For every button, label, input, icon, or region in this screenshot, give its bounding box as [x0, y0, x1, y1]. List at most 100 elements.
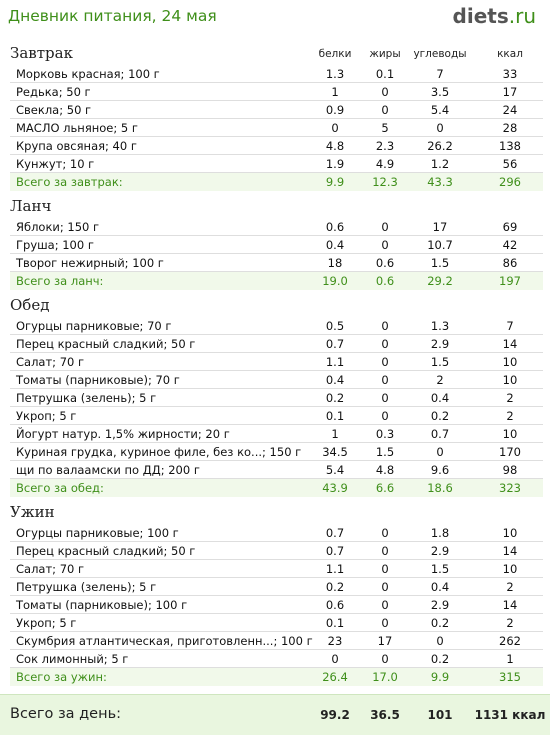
- column-header-fat: жиры: [369, 48, 401, 60]
- food-name: Сок лимонный; 5 г: [16, 652, 129, 666]
- section-total-kcal: 315: [499, 670, 521, 684]
- food-kcal: 10: [502, 373, 518, 387]
- food-name: Творог нежирный; 100 г: [16, 256, 164, 270]
- food-kcal: 10: [502, 526, 518, 540]
- food-fat: 0: [381, 103, 389, 117]
- section-total-row: Всего за завтрак: 9.9 12.3 43.3 296: [10, 173, 543, 191]
- food-row[interactable]: Перец красный сладкий; 50 г 0.7 0 2.9 14: [10, 542, 543, 560]
- food-fat: 5: [381, 121, 389, 135]
- food-row[interactable]: щи по валаамски по ДД; 200 г 5.4 4.8 9.6 98: [10, 461, 543, 479]
- food-kcal: 69: [502, 220, 518, 234]
- food-protein: 1: [331, 427, 339, 441]
- food-carbs: 5.4: [430, 103, 450, 117]
- section-total-kcal: 323: [499, 481, 521, 495]
- food-carbs: 2.9: [430, 337, 450, 351]
- food-row[interactable]: Кунжут; 10 г 1.9 4.9 1.2 56: [10, 155, 543, 173]
- food-protein: 0.2: [325, 580, 345, 594]
- food-protein: 0.7: [325, 544, 345, 558]
- food-fat: 0: [381, 373, 389, 387]
- day-total-bar: Всего за день: 99.2 36.5 101 1131 ккал: [0, 694, 550, 735]
- food-row[interactable]: Петрушка (зелень); 5 г 0.2 0 0.4 2: [10, 389, 543, 407]
- food-carbs: 10.7: [427, 238, 453, 252]
- food-row[interactable]: Творог нежирный; 100 г 18 0.6 1.5 86: [10, 254, 543, 272]
- food-name: щи по валаамски по ДД; 200 г: [16, 463, 200, 477]
- food-row[interactable]: Укроп; 5 г 0.1 0 0.2 2: [10, 407, 543, 425]
- section-title: Ланч: [10, 197, 52, 215]
- food-row[interactable]: Перец красный сладкий; 50 г 0.7 0 2.9 14: [10, 335, 543, 353]
- food-carbs: 2: [436, 373, 444, 387]
- page-title: Дневник питания, 24 мая: [8, 7, 217, 25]
- food-carbs: 0: [436, 634, 444, 648]
- food-name: Огурцы парниковые; 100 г: [16, 526, 179, 540]
- food-row[interactable]: Огурцы парниковые; 100 г 0.7 0 1.8 10: [10, 524, 543, 542]
- food-carbs: 0.2: [430, 652, 450, 666]
- food-protein: 18: [327, 256, 343, 270]
- food-carbs: 1.5: [430, 256, 450, 270]
- food-name: Салат; 70 г: [16, 355, 85, 369]
- food-fat: 0: [381, 580, 389, 594]
- food-protein: 0.7: [325, 526, 345, 540]
- section-total-carbs: 18.6: [427, 481, 453, 495]
- day-total-carbs: 101: [427, 708, 453, 722]
- section-total-protein: 9.9: [325, 175, 345, 189]
- section-total-kcal: 197: [499, 274, 521, 288]
- food-protein: 0.5: [325, 319, 345, 333]
- food-row[interactable]: Морковь красная; 100 г 1.3 0.1 7 33: [10, 65, 543, 83]
- section-total-row: Всего за обед: 43.9 6.6 18.6 323: [10, 479, 543, 497]
- section-total-label: Всего за завтрак:: [16, 175, 123, 189]
- food-row[interactable]: Йогурт натур. 1,5% жирности; 20 г 1 0.3 0.7…: [10, 425, 543, 443]
- food-row[interactable]: Салат; 70 г 1.1 0 1.5 10: [10, 560, 543, 578]
- food-kcal: 2: [506, 391, 514, 405]
- section-header: Обед: [0, 294, 550, 317]
- food-protein: 0.2: [325, 391, 345, 405]
- food-row[interactable]: Редька; 50 г 1 0 3.5 17: [10, 83, 543, 101]
- food-name: Перец красный сладкий; 50 г: [16, 544, 196, 558]
- food-row[interactable]: Груша; 100 г 0.4 0 10.7 42: [10, 236, 543, 254]
- food-row[interactable]: Яблоки; 150 г 0.6 0 17 69: [10, 218, 543, 236]
- food-row[interactable]: Томаты (парниковые); 70 г 0.4 0 2 10: [10, 371, 543, 389]
- day-total-protein: 99.2: [320, 708, 350, 722]
- food-carbs: 0.2: [430, 616, 450, 630]
- food-kcal: 86: [502, 256, 518, 270]
- food-row[interactable]: Салат; 70 г 1.1 0 1.5 10: [10, 353, 543, 371]
- food-row[interactable]: Свекла; 50 г 0.9 0 5.4 24: [10, 101, 543, 119]
- food-fat: 0: [381, 355, 389, 369]
- food-carbs: 1.8: [430, 526, 450, 540]
- section-total-fat: 6.6: [375, 481, 395, 495]
- food-row[interactable]: Крупа овсяная; 40 г 4.8 2.3 26.2 138: [10, 137, 543, 155]
- food-carbs: 2.9: [430, 598, 450, 612]
- food-name: Томаты (парниковые); 100 г: [16, 598, 188, 612]
- food-kcal: 28: [502, 121, 518, 135]
- food-row[interactable]: Укроп; 5 г 0.1 0 0.2 2: [10, 614, 543, 632]
- food-row[interactable]: Куриная грудка, куриное филе, без ко...;…: [10, 443, 543, 461]
- food-fat: 0: [381, 337, 389, 351]
- section-total-fat: 12.3: [372, 175, 398, 189]
- section-total-fat: 17.0: [372, 670, 398, 684]
- food-protein: 5.4: [325, 463, 345, 477]
- food-name: Свекла; 50 г: [16, 103, 92, 117]
- food-row[interactable]: МАСЛО льняное; 5 г 0 5 0 28: [10, 119, 543, 137]
- food-fat: 4.9: [375, 157, 395, 171]
- food-name: Укроп; 5 г: [16, 409, 77, 423]
- food-row[interactable]: Петрушка (зелень); 5 г 0.2 0 0.4 2: [10, 578, 543, 596]
- food-carbs: 1.2: [430, 157, 450, 171]
- section-title: Обед: [10, 296, 50, 314]
- site-logo[interactable]: diets.ru: [453, 4, 536, 28]
- food-fat: 4.8: [375, 463, 395, 477]
- food-row[interactable]: Огурцы парниковые; 70 г 0.5 0 1.3 7: [10, 317, 543, 335]
- food-name: Томаты (парниковые); 70 г: [16, 373, 180, 387]
- food-kcal: 14: [502, 544, 518, 558]
- day-total-kcal: 1131 ккал: [474, 708, 546, 722]
- food-row[interactable]: Скумбрия атлантическая, приготовленн...;…: [10, 632, 543, 650]
- food-row[interactable]: Томаты (парниковые); 100 г 0.6 0 2.9 14: [10, 596, 543, 614]
- food-protein: 1.3: [325, 67, 345, 81]
- food-name: Укроп; 5 г: [16, 616, 77, 630]
- food-name: Салат; 70 г: [16, 562, 85, 576]
- section-total-kcal: 296: [499, 175, 521, 189]
- food-fat: 0.6: [375, 256, 395, 270]
- food-protein: 0.6: [325, 220, 345, 234]
- food-fat: 0.1: [375, 67, 395, 81]
- food-row[interactable]: Сок лимонный; 5 г 0 0 0.2 1: [10, 650, 543, 668]
- food-name: Петрушка (зелень); 5 г: [16, 391, 157, 405]
- food-fat: 0: [381, 319, 389, 333]
